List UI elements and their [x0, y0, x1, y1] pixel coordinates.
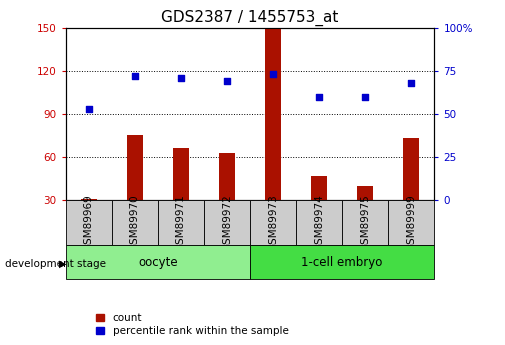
Bar — [403, 138, 419, 200]
Bar — [66, 200, 112, 245]
Text: ▶: ▶ — [60, 259, 67, 269]
Text: GSM89975: GSM89975 — [360, 194, 370, 251]
Legend: count, percentile rank within the sample: count, percentile rank within the sample — [96, 313, 289, 336]
Text: GSM89999: GSM89999 — [406, 194, 416, 251]
Text: GSM89973: GSM89973 — [268, 194, 278, 251]
Point — [223, 78, 231, 84]
Bar — [112, 200, 158, 245]
Text: GSM89972: GSM89972 — [222, 194, 232, 251]
Bar — [81, 199, 97, 200]
Bar — [342, 200, 388, 245]
Bar — [173, 148, 189, 200]
Bar — [250, 245, 434, 279]
Point — [177, 75, 185, 80]
Text: development stage: development stage — [5, 259, 106, 269]
Text: GSM89971: GSM89971 — [176, 194, 186, 251]
Title: GDS2387 / 1455753_at: GDS2387 / 1455753_at — [161, 10, 339, 26]
Text: GSM89974: GSM89974 — [314, 194, 324, 251]
Point — [361, 94, 369, 99]
Point — [269, 71, 277, 77]
Bar — [311, 176, 327, 200]
Bar — [388, 200, 434, 245]
Bar — [296, 200, 342, 245]
Text: 1-cell embryo: 1-cell embryo — [301, 256, 383, 269]
Bar — [158, 200, 204, 245]
Bar — [357, 186, 373, 200]
Bar — [219, 152, 235, 200]
Text: GSM89970: GSM89970 — [130, 194, 140, 251]
Point — [315, 94, 323, 99]
Point — [85, 106, 93, 111]
Text: oocyte: oocyte — [138, 256, 178, 269]
Bar — [265, 28, 281, 200]
Text: GSM89969: GSM89969 — [84, 194, 94, 251]
Bar — [204, 200, 250, 245]
Point — [131, 73, 139, 79]
Bar — [250, 200, 296, 245]
Bar — [127, 136, 143, 200]
Point — [407, 80, 415, 86]
Bar — [66, 245, 250, 279]
